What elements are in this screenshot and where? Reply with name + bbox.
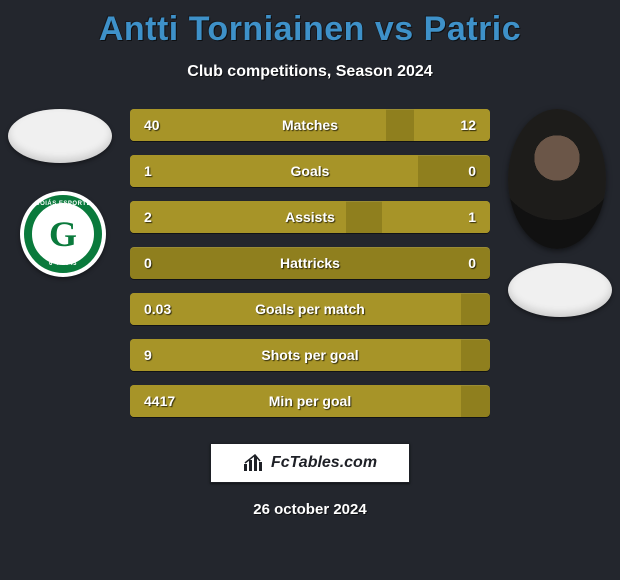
stat-value-right: 0 <box>428 163 490 179</box>
stat-value-right: 12 <box>428 117 490 133</box>
stat-bar: 2Assists1 <box>130 201 490 233</box>
player-left-column: GOIÁS ESPORTE G 6-4-1943 <box>8 109 112 277</box>
stat-value-left: 40 <box>130 117 192 133</box>
stat-value-left: 4417 <box>130 393 192 409</box>
subtitle: Club competitions, Season 2024 <box>0 63 620 81</box>
stat-label: Matches <box>192 117 428 133</box>
stat-value-left: 0 <box>130 255 192 271</box>
stat-bar: 40Matches12 <box>130 109 490 141</box>
comparison-stage: GOIÁS ESPORTE G 6-4-1943 40Matches121Goa… <box>0 109 620 417</box>
stat-bars: 40Matches121Goals02Assists10Hattricks00.… <box>130 109 490 417</box>
stat-bar: 0.03Goals per match <box>130 293 490 325</box>
stat-value-left: 2 <box>130 209 192 225</box>
stat-value-left: 1 <box>130 163 192 179</box>
player-right-club-placeholder <box>508 263 612 317</box>
club-badge-letter: G <box>49 213 77 255</box>
bar-chart-icon <box>243 454 265 472</box>
stat-bar: 4417Min per goal <box>130 385 490 417</box>
page-title: Antti Torniainen vs Patric <box>0 0 620 49</box>
stat-label: Goals per match <box>192 301 428 317</box>
stat-label: Goals <box>192 163 428 179</box>
stat-bar: 9Shots per goal <box>130 339 490 371</box>
site-logo-text: FcTables.com <box>271 454 377 472</box>
stat-value-left: 0.03 <box>130 301 192 317</box>
player-left-photo-placeholder <box>8 109 112 163</box>
stat-value-right: 0 <box>428 255 490 271</box>
stat-label: Shots per goal <box>192 347 428 363</box>
stat-label: Hattricks <box>192 255 428 271</box>
stat-value-left: 9 <box>130 347 192 363</box>
club-badge-ring: GOIÁS ESPORTE G 6-4-1943 <box>24 195 102 273</box>
stat-label: Assists <box>192 209 428 225</box>
stat-bar: 0Hattricks0 <box>130 247 490 279</box>
snapshot-date: 26 october 2024 <box>0 501 620 518</box>
stat-label: Min per goal <box>192 393 428 409</box>
player-right-column <box>508 109 612 317</box>
stat-value-right: 1 <box>428 209 490 225</box>
club-badge-top-text: GOIÁS ESPORTE <box>35 201 91 207</box>
site-logo[interactable]: FcTables.com <box>210 443 410 483</box>
stat-bar: 1Goals0 <box>130 155 490 187</box>
player-right-photo <box>508 109 606 249</box>
club-badge-bottom-text: 6-4-1943 <box>49 261 77 267</box>
club-badge-left: GOIÁS ESPORTE G 6-4-1943 <box>20 191 106 277</box>
